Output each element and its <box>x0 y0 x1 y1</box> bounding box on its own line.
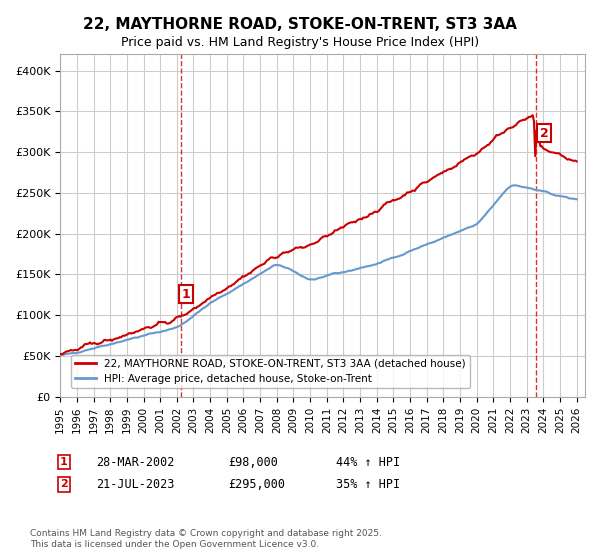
Text: 2: 2 <box>60 479 68 489</box>
Text: £295,000: £295,000 <box>228 478 285 491</box>
Text: 2: 2 <box>540 127 548 140</box>
Text: 22, MAYTHORNE ROAD, STOKE-ON-TRENT, ST3 3AA: 22, MAYTHORNE ROAD, STOKE-ON-TRENT, ST3 … <box>83 17 517 32</box>
Text: 21-JUL-2023: 21-JUL-2023 <box>96 478 175 491</box>
Text: Price paid vs. HM Land Registry's House Price Index (HPI): Price paid vs. HM Land Registry's House … <box>121 36 479 49</box>
Text: Contains HM Land Registry data © Crown copyright and database right 2025.
This d: Contains HM Land Registry data © Crown c… <box>30 529 382 549</box>
Text: 28-MAR-2002: 28-MAR-2002 <box>96 455 175 469</box>
Text: 1: 1 <box>181 287 190 301</box>
Text: 1: 1 <box>60 457 68 467</box>
Text: £98,000: £98,000 <box>228 455 278 469</box>
Legend: 22, MAYTHORNE ROAD, STOKE-ON-TRENT, ST3 3AA (detached house), HPI: Average price: 22, MAYTHORNE ROAD, STOKE-ON-TRENT, ST3 … <box>71 354 470 388</box>
Text: 35% ↑ HPI: 35% ↑ HPI <box>336 478 400 491</box>
Text: 44% ↑ HPI: 44% ↑ HPI <box>336 455 400 469</box>
